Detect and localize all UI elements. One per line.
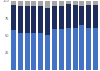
Bar bbox=[45, 8, 50, 35]
Bar bbox=[66, 4, 71, 28]
Bar bbox=[93, 5, 98, 28]
Bar bbox=[32, 1, 36, 6]
Bar bbox=[93, 28, 98, 70]
Bar bbox=[25, 33, 30, 70]
Bar bbox=[11, 1, 16, 5]
Bar bbox=[18, 33, 23, 70]
Bar bbox=[18, 6, 23, 33]
Bar bbox=[73, 1, 78, 5]
Bar bbox=[59, 1, 64, 6]
Bar bbox=[11, 30, 16, 70]
Bar bbox=[38, 1, 43, 6]
Bar bbox=[79, 6, 84, 25]
Bar bbox=[66, 1, 71, 4]
Bar bbox=[38, 6, 43, 33]
Bar bbox=[45, 35, 50, 70]
Bar bbox=[86, 28, 91, 70]
Bar bbox=[25, 6, 30, 33]
Bar bbox=[59, 29, 64, 70]
Bar bbox=[32, 6, 36, 33]
Bar bbox=[52, 29, 57, 70]
Bar bbox=[38, 33, 43, 70]
Bar bbox=[45, 1, 50, 8]
Bar bbox=[59, 6, 64, 29]
Bar bbox=[66, 28, 71, 70]
Bar bbox=[79, 1, 84, 6]
Bar bbox=[86, 1, 91, 5]
Bar bbox=[32, 33, 36, 70]
Bar bbox=[86, 5, 91, 28]
Bar bbox=[79, 25, 84, 70]
Bar bbox=[52, 6, 57, 29]
Bar bbox=[18, 1, 23, 6]
Bar bbox=[25, 1, 30, 6]
Bar bbox=[73, 5, 78, 28]
Bar bbox=[11, 5, 16, 30]
Bar bbox=[73, 28, 78, 70]
Bar bbox=[52, 1, 57, 6]
Bar bbox=[93, 1, 98, 5]
